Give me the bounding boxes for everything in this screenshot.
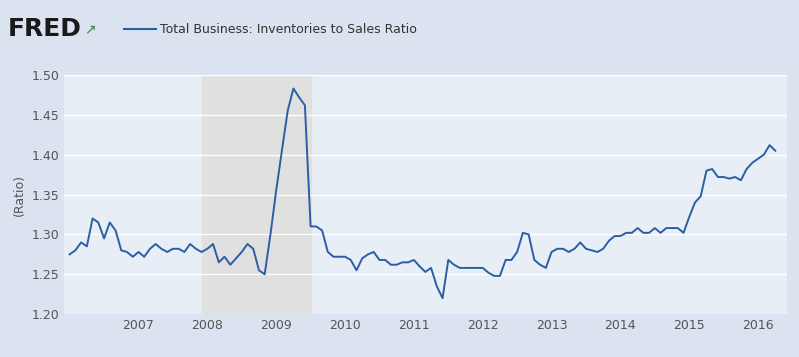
Bar xyxy=(201,75,311,314)
Text: ↗: ↗ xyxy=(84,22,96,36)
Y-axis label: (Ratio): (Ratio) xyxy=(13,174,26,216)
Text: FRED: FRED xyxy=(8,17,81,41)
Text: Total Business: Inventories to Sales Ratio: Total Business: Inventories to Sales Rat… xyxy=(160,22,416,36)
